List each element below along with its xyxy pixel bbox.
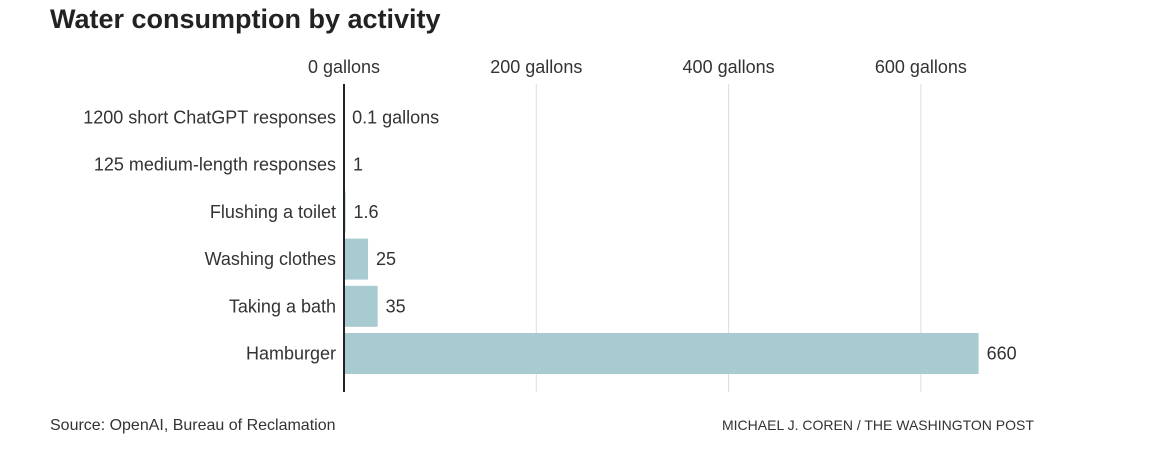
category-label: Washing clothes: [205, 249, 336, 269]
value-label: 660: [987, 344, 1017, 364]
bar-3: [344, 238, 369, 280]
x-tick-label: 400 gallons: [683, 57, 775, 77]
credit-line: MICHAEL J. COREN / THE WASHINGTON POST: [722, 417, 1034, 433]
category-label: Taking a bath: [229, 296, 336, 316]
x-tick-label: 600 gallons: [875, 57, 967, 77]
value-label: 0.1 gallons: [352, 108, 439, 128]
value-label: 1.6: [354, 202, 379, 222]
chart-title: Water consumption by activity: [50, 4, 441, 34]
bar-5: [344, 333, 979, 374]
category-label: 125 medium-length responses: [94, 155, 336, 175]
value-label: 35: [386, 296, 406, 316]
category-label: Flushing a toilet: [210, 202, 336, 222]
value-label: 1: [353, 155, 363, 175]
source-note: Source: OpenAI, Bureau of Reclamation: [50, 417, 336, 434]
category-label: 1200 short ChatGPT responses: [83, 108, 336, 128]
category-label: Hamburger: [246, 344, 336, 364]
value-label: 25: [376, 249, 396, 269]
x-tick-label: 0 gallons: [308, 57, 380, 77]
x-tick-label: 200 gallons: [490, 57, 582, 77]
bar-4: [344, 285, 378, 327]
